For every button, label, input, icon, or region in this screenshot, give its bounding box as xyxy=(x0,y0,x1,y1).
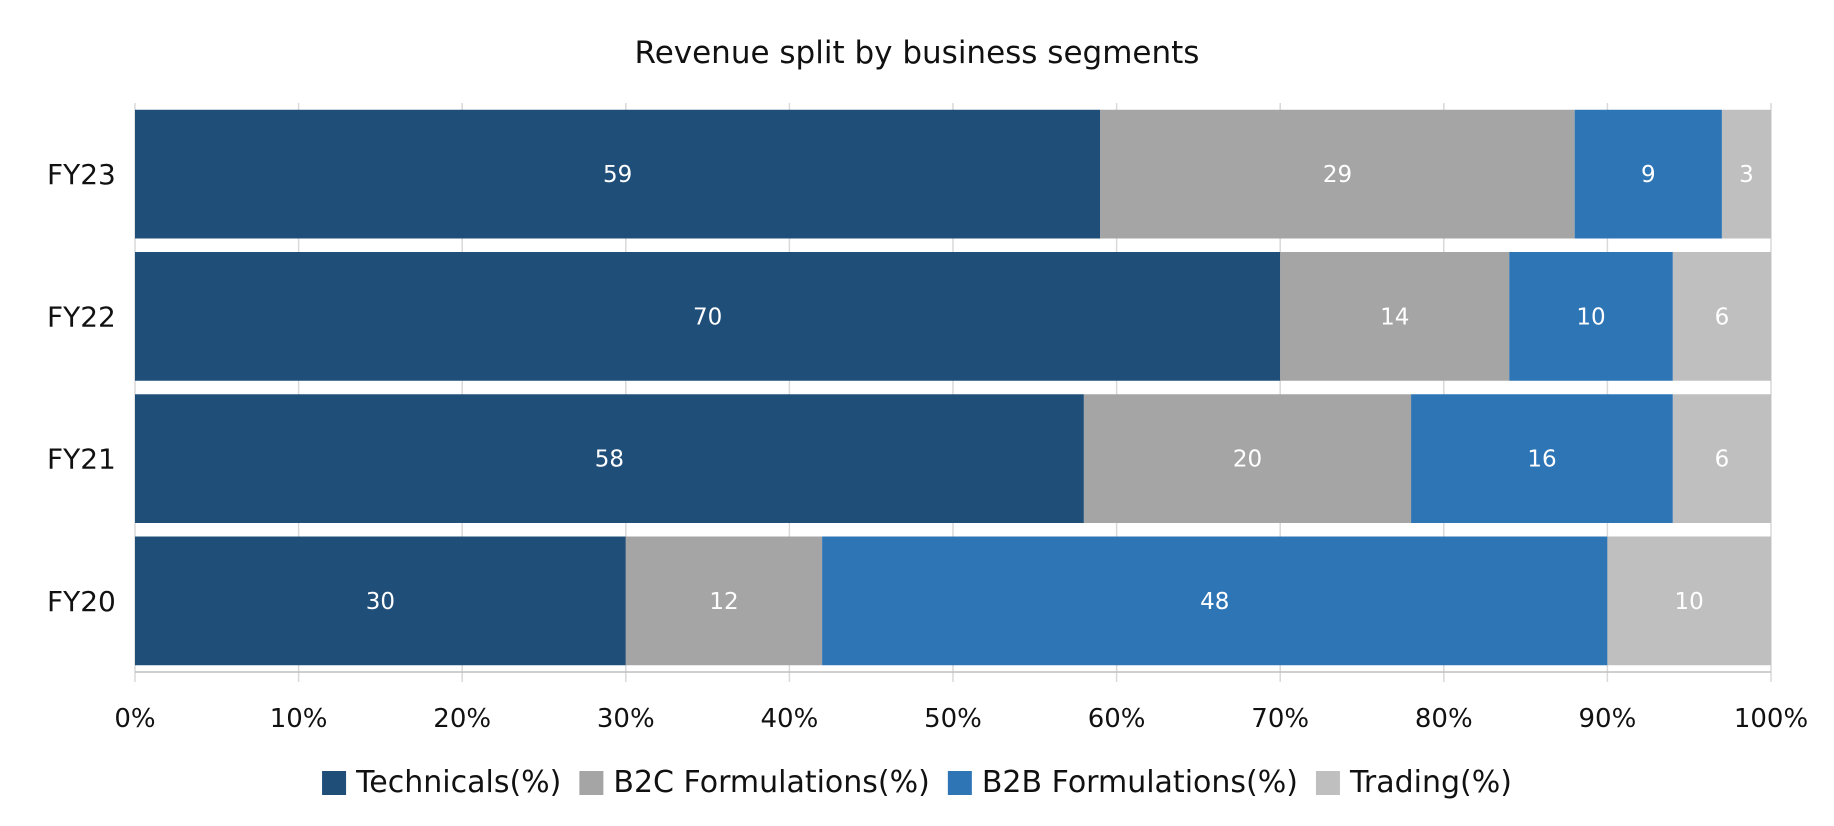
bar-segment xyxy=(1100,109,1575,239)
legend-item: Trading(%) xyxy=(1315,765,1512,800)
bar-segment xyxy=(135,536,626,666)
data-label: 30 xyxy=(366,589,395,615)
legend: Technicals(%) B2C Formulations(%) B2B Form… xyxy=(322,765,1512,800)
legend-label: B2C Formulations(%) xyxy=(613,765,929,800)
data-label: 48 xyxy=(1200,589,1229,615)
legend-label: Technicals(%) xyxy=(355,765,561,800)
bar-segment xyxy=(1672,252,1771,381)
bar-segment xyxy=(1672,394,1771,523)
x-tick-label: 90% xyxy=(1579,704,1637,734)
bar-segment xyxy=(135,394,1084,523)
legend-label: Trading(%) xyxy=(1349,765,1512,800)
x-tick-label: 100% xyxy=(1734,704,1808,734)
value-axis: 0% 10% 20% 30% 40% 50% 60% 70% 80% 90% 100% xyxy=(114,704,1808,734)
bar-segment xyxy=(1280,252,1510,381)
bar-segment xyxy=(1574,109,1722,239)
bar-segment xyxy=(822,536,1608,666)
data-label: 59 xyxy=(603,162,632,188)
bar-segment xyxy=(135,252,1281,381)
data-label: 9 xyxy=(1641,162,1656,188)
bar-segment xyxy=(1721,109,1771,239)
data-label: 16 xyxy=(1527,447,1556,473)
bar-segment xyxy=(1083,394,1412,523)
bar-segment xyxy=(1411,394,1673,523)
data-label: 58 xyxy=(595,447,624,473)
data-label: 6 xyxy=(1715,447,1730,473)
x-tick-label: 10% xyxy=(270,704,328,734)
legend-swatch xyxy=(579,771,604,795)
data-label: 12 xyxy=(709,589,738,615)
y-category-label: FY23 xyxy=(47,158,116,191)
bars: 59 29 9 3 70 14 10 6 58 20 16 6 30 12 48 10 xyxy=(135,109,1771,666)
legend-item: B2C Formulations(%) xyxy=(579,765,930,800)
x-tick-label: 30% xyxy=(597,704,655,734)
x-tick-label: 50% xyxy=(924,704,982,734)
x-tick-label: 20% xyxy=(433,704,491,734)
data-label: 20 xyxy=(1233,447,1262,473)
data-label: 29 xyxy=(1323,162,1352,188)
y-category-label: FY20 xyxy=(47,585,116,618)
x-tick-label: 70% xyxy=(1251,704,1309,734)
data-label: 10 xyxy=(1675,589,1704,615)
legend-swatch xyxy=(947,771,972,795)
legend-item: B2B Formulations(%) xyxy=(947,765,1298,800)
data-label: 6 xyxy=(1715,304,1730,330)
data-label: 70 xyxy=(693,304,722,330)
data-label: 10 xyxy=(1576,304,1605,330)
x-tick-label: 60% xyxy=(1088,704,1146,734)
bar-segment xyxy=(1509,252,1673,381)
bar-segment xyxy=(1607,536,1771,666)
legend-label: B2B Formulations(%) xyxy=(982,765,1298,800)
data-label: 14 xyxy=(1380,304,1409,330)
legend-swatch xyxy=(1315,771,1340,795)
y-category-label: FY21 xyxy=(47,443,116,476)
x-tick-label: 80% xyxy=(1415,704,1473,734)
bar-segment xyxy=(135,109,1101,239)
x-tick-label: 40% xyxy=(761,704,819,734)
x-tick-label: 0% xyxy=(114,704,155,734)
category-axis: FY23 FY22 FY21 FY20 xyxy=(47,158,116,618)
data-label: 3 xyxy=(1739,162,1754,188)
y-category-label: FY22 xyxy=(47,300,116,333)
bar-segment xyxy=(625,536,823,666)
legend-item: Technicals(%) xyxy=(322,765,561,800)
legend-swatch xyxy=(322,771,347,795)
chart-title: Revenue split by business segments xyxy=(635,35,1200,71)
